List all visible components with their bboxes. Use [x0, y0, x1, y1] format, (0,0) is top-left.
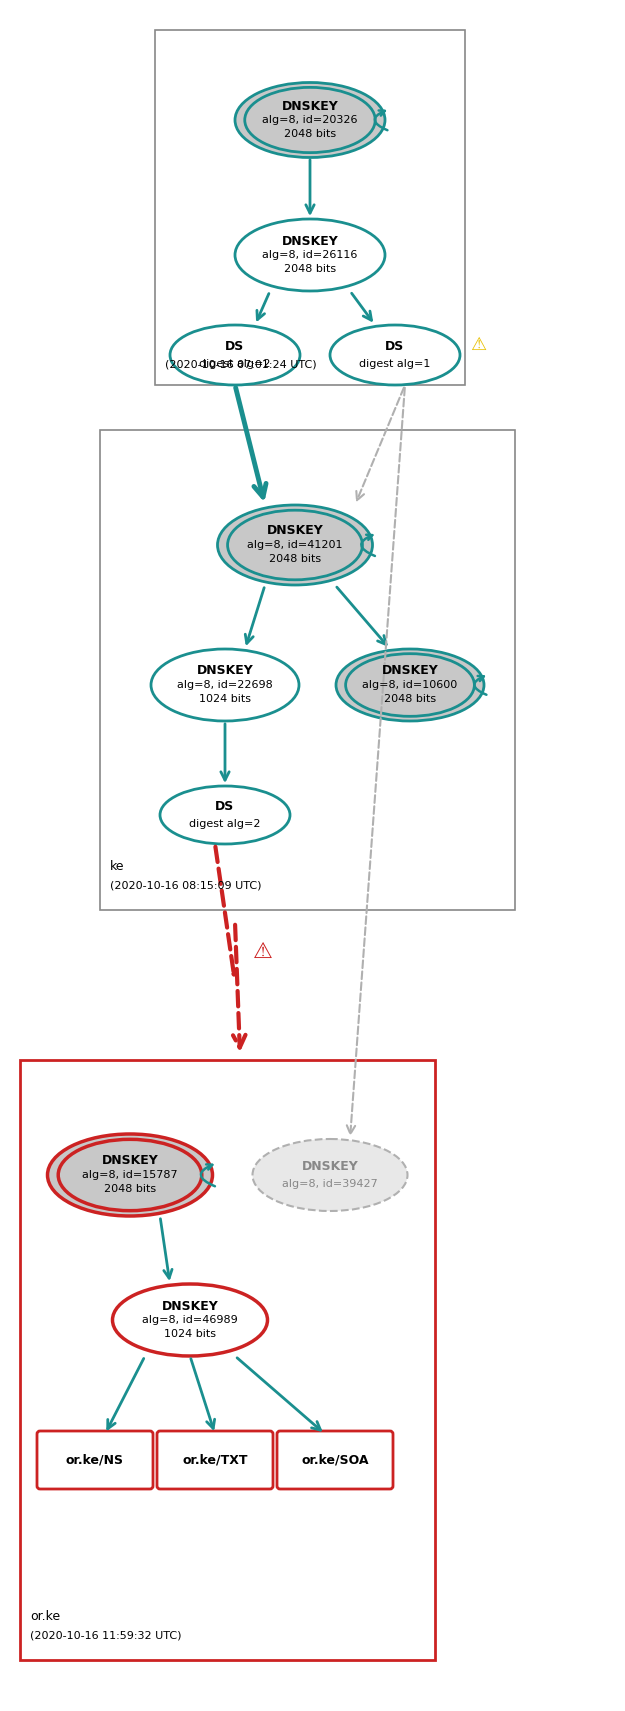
Text: DS: DS [386, 339, 404, 352]
Bar [100, 429, 515, 910]
Text: or.ke/SOA: or.ke/SOA [301, 1454, 369, 1466]
Text: ⚠: ⚠ [253, 943, 273, 962]
Text: digest alg=1: digest alg=1 [359, 359, 431, 370]
Text: ⚠: ⚠ [470, 335, 486, 354]
Text: DS: DS [226, 339, 244, 352]
Ellipse shape [217, 505, 372, 585]
Text: alg=8, id=41201: alg=8, id=41201 [248, 541, 342, 549]
Text: 2048 bits: 2048 bits [384, 695, 436, 703]
Text: alg=8, id=22698: alg=8, id=22698 [177, 679, 273, 690]
Text: ke: ke [110, 861, 124, 873]
Text: digest alg=2: digest alg=2 [199, 359, 271, 370]
Text: or.ke/TXT: or.ke/TXT [182, 1454, 248, 1466]
Text: alg=8, id=20326: alg=8, id=20326 [262, 115, 358, 125]
Text: alg=8, id=39427: alg=8, id=39427 [282, 1179, 378, 1189]
FancyBboxPatch shape [157, 1430, 273, 1489]
Text: or.ke/NS: or.ke/NS [66, 1454, 124, 1466]
Text: 2048 bits: 2048 bits [284, 263, 336, 274]
Text: alg=8, id=15787: alg=8, id=15787 [82, 1170, 178, 1181]
Text: DS: DS [216, 799, 234, 813]
Text: alg=8, id=10600: alg=8, id=10600 [362, 679, 458, 690]
Text: DNSKEY: DNSKEY [282, 99, 338, 113]
Ellipse shape [330, 325, 460, 385]
Ellipse shape [235, 82, 385, 157]
Text: DNSKEY: DNSKEY [267, 525, 323, 537]
Text: 2048 bits: 2048 bits [269, 554, 321, 565]
Bar [20, 1061, 435, 1660]
Text: DNSKEY: DNSKEY [197, 664, 253, 678]
Text: 2048 bits: 2048 bits [284, 128, 336, 139]
FancyBboxPatch shape [277, 1430, 393, 1489]
Text: 1024 bits: 1024 bits [164, 1329, 216, 1340]
Ellipse shape [151, 648, 299, 720]
FancyBboxPatch shape [37, 1430, 153, 1489]
Text: or.ke: or.ke [30, 1610, 60, 1624]
Text: digest alg=2: digest alg=2 [189, 820, 261, 830]
Ellipse shape [160, 785, 290, 844]
Ellipse shape [346, 654, 474, 717]
Bar [155, 31, 465, 385]
Text: (2020-10-16 11:59:32 UTC): (2020-10-16 11:59:32 UTC) [30, 1631, 181, 1641]
Ellipse shape [336, 648, 484, 720]
Text: DNSKEY: DNSKEY [162, 1299, 218, 1312]
Text: DNSKEY: DNSKEY [102, 1155, 158, 1167]
Ellipse shape [228, 510, 362, 580]
Ellipse shape [245, 87, 375, 152]
Ellipse shape [58, 1140, 202, 1211]
Text: alg=8, id=46989: alg=8, id=46989 [142, 1316, 238, 1324]
Ellipse shape [253, 1140, 408, 1211]
Ellipse shape [235, 219, 385, 291]
Text: DNSKEY: DNSKEY [302, 1160, 358, 1172]
Text: DNSKEY: DNSKEY [282, 234, 338, 248]
Ellipse shape [48, 1134, 212, 1217]
Text: alg=8, id=26116: alg=8, id=26116 [262, 250, 358, 260]
Text: (2020-10-16 08:15:09 UTC): (2020-10-16 08:15:09 UTC) [110, 879, 261, 890]
Ellipse shape [170, 325, 300, 385]
Text: DNSKEY: DNSKEY [382, 664, 438, 678]
Text: (2020-10-16 07:01:24 UTC): (2020-10-16 07:01:24 UTC) [165, 359, 317, 370]
Ellipse shape [112, 1283, 268, 1357]
Text: 1024 bits: 1024 bits [199, 695, 251, 703]
Text: 2048 bits: 2048 bits [104, 1184, 156, 1194]
